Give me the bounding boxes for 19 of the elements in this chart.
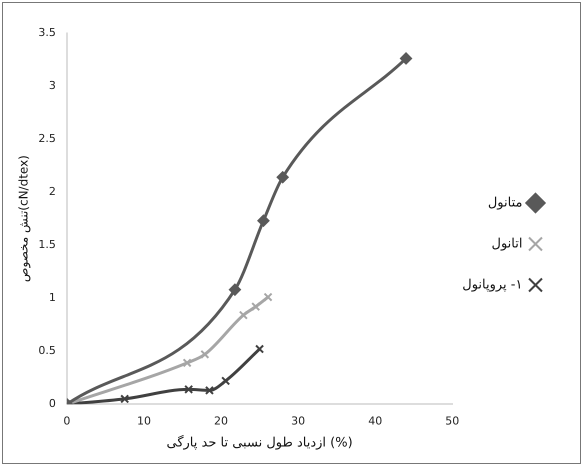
- y-tick-label: 0.5: [38, 344, 56, 358]
- legend-label: ١- پروپانول: [462, 277, 522, 292]
- x-tick-label: 40: [368, 414, 382, 428]
- y-tick-label: 0: [48, 397, 56, 410]
- y-tick-label: 2.5: [38, 132, 56, 145]
- x-axis-title: ازدیاد طول نسبی تا حد پارگی (%): [166, 434, 353, 451]
- y-tick-label: 2: [48, 184, 56, 198]
- legend-label: اتانول: [492, 236, 522, 252]
- x-tick-label: 30: [291, 414, 306, 428]
- y-axis-title: تنش مخصوص(cN/dtex): [16, 155, 30, 282]
- x-tick-label: 10: [136, 414, 151, 428]
- y-tick-label: 1: [48, 291, 56, 304]
- x-tick-label: 0: [63, 414, 70, 428]
- legend-label: متانول: [488, 195, 522, 210]
- y-tick-label: 1.5: [38, 238, 56, 251]
- y-tick-label: 3.5: [38, 26, 56, 39]
- x-tick-label: 50: [445, 414, 460, 428]
- y-tick-label: 3: [48, 78, 56, 92]
- x-tick-label: 20: [214, 414, 228, 428]
